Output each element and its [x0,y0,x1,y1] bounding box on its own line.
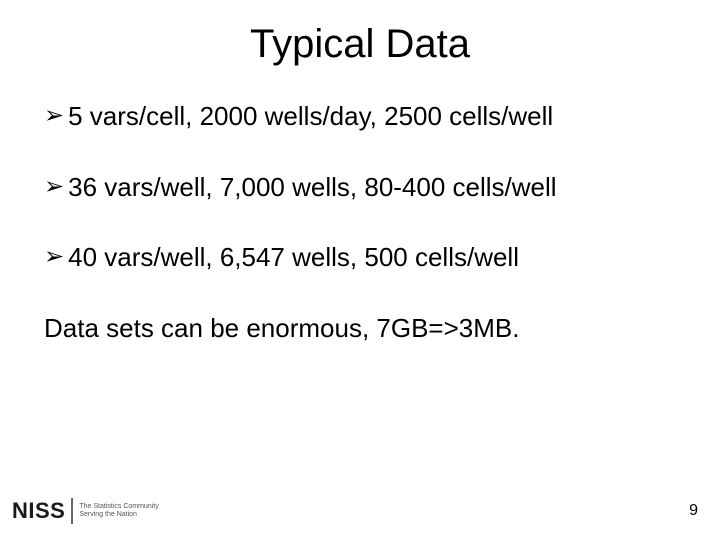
logo-text: NISS [12,498,65,524]
logo-tagline: The Statistics Community Serving the Nat… [79,503,158,518]
closing-line: Data sets can be enormous, 7GB=>3MB. [44,312,684,345]
logo-tagline-line2: Serving the Nation [79,511,158,519]
logo-divider [71,498,73,524]
slide-body: ➢ 5 vars/cell, 2000 wells/day, 2500 cell… [44,100,684,344]
bullet-marker-icon: ➢ [44,241,64,272]
slide-title: Typical Data [0,22,720,67]
page-number: 9 [689,502,698,520]
bullet-text: 40 vars/well, 6,547 wells, 500 cells/wel… [68,241,684,274]
bullet-marker-icon: ➢ [44,100,64,131]
slide: Typical Data ➢ 5 vars/cell, 2000 wells/d… [0,0,720,540]
bullet-text: 36 vars/well, 7,000 wells, 80-400 cells/… [68,171,684,204]
footer-logo: NISS The Statistics Community Serving th… [12,498,159,524]
bullet-text: 5 vars/cell, 2000 wells/day, 2500 cells/… [68,100,684,133]
bullet-item: ➢ 5 vars/cell, 2000 wells/day, 2500 cell… [44,100,684,133]
bullet-item: ➢ 36 vars/well, 7,000 wells, 80-400 cell… [44,171,684,204]
bullet-marker-icon: ➢ [44,171,64,202]
bullet-item: ➢ 40 vars/well, 6,547 wells, 500 cells/w… [44,241,684,274]
logo-tagline-line1: The Statistics Community [79,503,158,511]
